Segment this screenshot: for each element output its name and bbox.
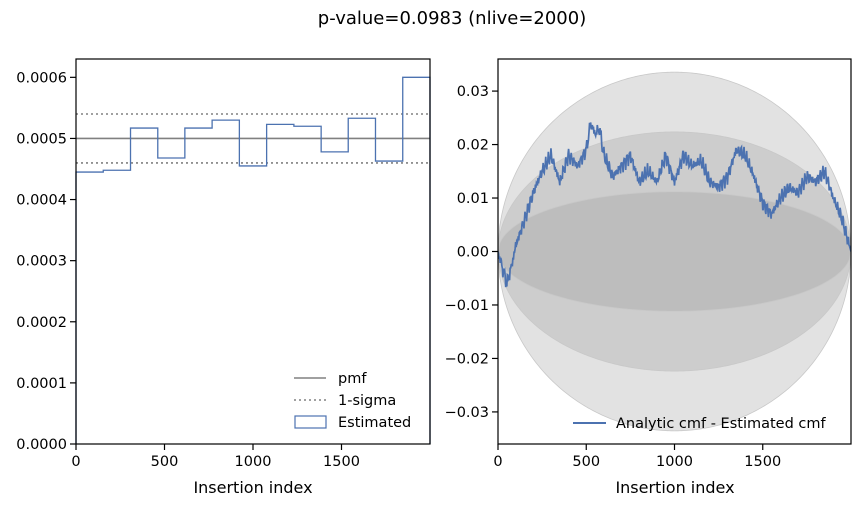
left-x-axis-label: Insertion index: [193, 478, 312, 497]
right-y-tick-label: −0.03: [445, 405, 489, 421]
right-plot: 0 500 1000 1500 −0.03 −0.02 −0.01 0.00 0.01 0.02…: [445, 58, 852, 497]
left-y-tick-label: 0.0001: [16, 376, 67, 392]
right-y-tick-label: −0.01: [445, 298, 489, 314]
right-x-tick-label: 0: [493, 454, 502, 470]
left-y-tick-label: 0.0003: [16, 254, 67, 270]
left-y-tick-label: 0.0000: [16, 437, 67, 453]
estimated-histogram: [75, 76, 431, 444]
left-y-ticks: 0.0000 0.0001 0.0002 0.0003 0.0004 0.0005 0.00…: [16, 70, 76, 453]
right-y-tick-label: −0.02: [445, 351, 489, 367]
right-x-tick-label: 1000: [656, 454, 693, 470]
left-legend: pmf 1-sigma Estimated: [294, 371, 411, 431]
legend-sigma-label: 1-sigma: [338, 393, 396, 409]
legend-difference-label: Analytic cmf - Estimated cmf: [616, 416, 827, 432]
right-y-tick-label: 0.00: [457, 245, 489, 261]
left-y-tick-label: 0.0002: [16, 315, 67, 331]
left-plot-frame: [75, 58, 431, 445]
left-y-tick-label: 0.0006: [16, 70, 67, 86]
right-x-tick-label: 1500: [744, 454, 781, 470]
left-y-tick-label: 0.0005: [16, 131, 67, 147]
left-x-tick-label: 0: [71, 454, 80, 470]
left-y-tick-label: 0.0004: [16, 193, 67, 209]
left-x-ticks: 0 500 1000 1500: [71, 444, 360, 470]
legend-pmf-label: pmf: [338, 371, 367, 387]
sigma-band-1: [498, 191, 851, 312]
right-x-tick-label: 500: [572, 454, 600, 470]
legend-estimated-label: Estimated: [338, 415, 411, 431]
right-plot-marks: [498, 71, 851, 432]
left-plot-marks: [75, 76, 431, 444]
left-plot: 0 500 1000 1500 0.00000.00010.00020.00030.0…: [16, 58, 431, 497]
right-y-tick-label: 0.01: [457, 191, 489, 207]
right-y-tick-label: 0.02: [457, 138, 489, 154]
right-x-ticks: 0 500 1000 1500: [493, 444, 781, 470]
left-x-tick-label: 1500: [323, 454, 360, 470]
left-x-tick-label: 500: [151, 454, 179, 470]
left-x-tick-label: 1000: [235, 454, 272, 470]
right-x-axis-label: Insertion index: [615, 478, 734, 497]
figure-title: p-value=0.0983 (nlive=2000): [318, 8, 586, 29]
legend-estimated-swatch: [294, 415, 327, 429]
right-y-ticks: −0.03 −0.02 −0.01 0.00 0.01 0.02 0.03: [445, 84, 498, 421]
difference-curve: [498, 122, 851, 288]
right-y-tick-label: 0.03: [457, 84, 489, 100]
right-legend: Analytic cmf - Estimated cmf: [573, 416, 827, 432]
